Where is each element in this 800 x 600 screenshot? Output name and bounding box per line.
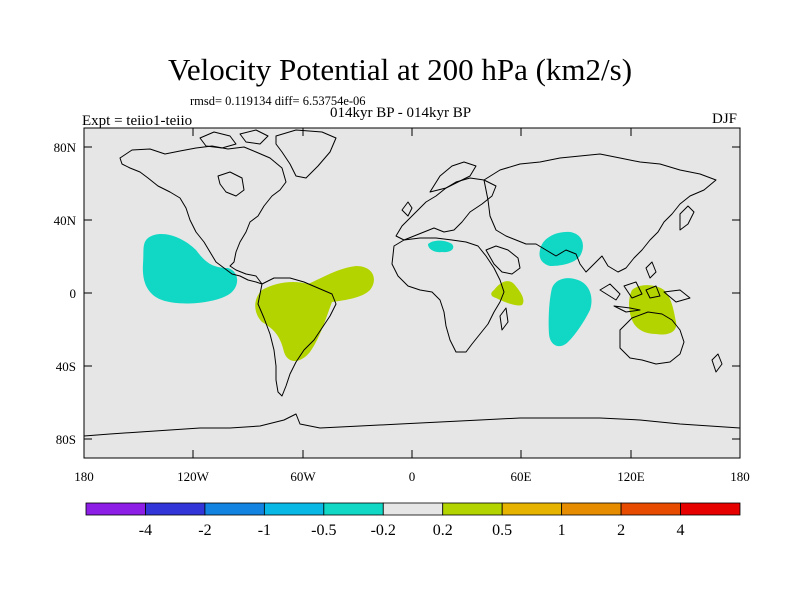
map-title: Velocity Potential at 200 hPa (km2/s) bbox=[167, 52, 633, 87]
coastline-north-america bbox=[119, 145, 287, 285]
x-tick-label: 180 bbox=[74, 469, 94, 484]
coastline-antarctica bbox=[84, 413, 740, 437]
coastline-scandinavia bbox=[429, 161, 477, 193]
coastline-arabia bbox=[485, 245, 521, 275]
y-tick-labels: 80N 40N 0 40S 80S bbox=[54, 140, 77, 447]
colorbar-label: 0.5 bbox=[492, 522, 512, 539]
colorbar: -4 -2 -1 -0.5 -0.2 0.2 0.5 1 2 4 bbox=[85, 502, 741, 539]
colorbar-label: 0.2 bbox=[433, 522, 453, 539]
coastline-australia bbox=[619, 311, 685, 365]
colorbar-label: 2 bbox=[617, 522, 625, 539]
colorbar-swatch bbox=[263, 502, 325, 516]
experiment-label: Expt = teiio1-teiio bbox=[82, 113, 193, 129]
coastline-japan bbox=[679, 205, 695, 231]
anomaly-indian-ocean bbox=[548, 278, 592, 347]
colorbar-swatch bbox=[382, 502, 444, 516]
colorbar-swatch bbox=[561, 502, 622, 516]
colorbar-label: -0.5 bbox=[311, 522, 336, 539]
x-tick-label: 60W bbox=[290, 469, 316, 484]
x-tick-label: 120W bbox=[177, 469, 210, 484]
axis-ticks bbox=[83, 128, 741, 458]
anomaly-east-africa bbox=[491, 281, 524, 306]
anomaly-south-america-atlantic bbox=[255, 266, 374, 361]
y-tick-label: 40N bbox=[54, 213, 77, 228]
coastline-asia bbox=[483, 153, 717, 273]
colorbar-swatch bbox=[323, 502, 384, 516]
y-tick-label: 80S bbox=[56, 432, 76, 447]
x-tick-label: 180 bbox=[730, 469, 750, 484]
anomaly-northeast-pacific bbox=[142, 233, 238, 304]
colorbar-label: 4 bbox=[677, 522, 685, 539]
colorbar-swatch bbox=[620, 502, 681, 516]
colorbar-swatch bbox=[680, 502, 741, 516]
colorbar-label: 1 bbox=[558, 522, 566, 539]
colorbar-label: -2 bbox=[198, 522, 211, 539]
colorbar-label: -1 bbox=[258, 522, 271, 539]
anomaly-maritime-continent bbox=[629, 285, 677, 335]
coastline-greenland bbox=[275, 129, 337, 179]
y-tick-label: 40S bbox=[56, 359, 76, 374]
colorbar-swatch bbox=[442, 502, 503, 516]
coastline-arctic-islands bbox=[199, 129, 269, 149]
coastline-british-isles bbox=[401, 201, 413, 217]
coastline-europe bbox=[395, 177, 497, 241]
colorbar-swatch bbox=[501, 502, 563, 516]
x-tick-label: 60E bbox=[511, 469, 532, 484]
anomaly-layer bbox=[142, 231, 677, 361]
x-tick-label: 0 bbox=[409, 469, 416, 484]
colorbar-swatch bbox=[204, 502, 265, 516]
coastlines bbox=[84, 129, 740, 437]
coastline-philippines bbox=[645, 261, 657, 279]
x-tick-label: 120E bbox=[617, 469, 645, 484]
period-label: 014kyr BP - 014kyr BP bbox=[330, 105, 472, 121]
coastline-indonesia bbox=[599, 281, 691, 313]
stats-label: rmsd= 0.119134 diff= 6.53754e-06 bbox=[190, 94, 366, 108]
coastline-new-zealand bbox=[711, 353, 723, 373]
colorbar-swatch bbox=[85, 502, 146, 516]
anomaly-bay-of-bengal bbox=[539, 231, 583, 266]
y-tick-label: 80N bbox=[54, 140, 77, 155]
colorbar-swatch bbox=[145, 502, 206, 516]
x-tick-labels: 180 120W 60W 0 60E 120E 180 bbox=[74, 469, 750, 484]
colorbar-label: -4 bbox=[139, 522, 152, 539]
coastline-hudson-bay bbox=[217, 171, 245, 197]
colorbar-label: -0.2 bbox=[371, 522, 396, 539]
anomaly-north-africa bbox=[428, 240, 454, 253]
coastline-south-america bbox=[257, 277, 337, 397]
season-label: DJF bbox=[712, 111, 738, 127]
y-tick-label: 0 bbox=[70, 286, 77, 301]
coastline-madagascar bbox=[499, 307, 509, 331]
coastline-africa bbox=[391, 237, 505, 353]
